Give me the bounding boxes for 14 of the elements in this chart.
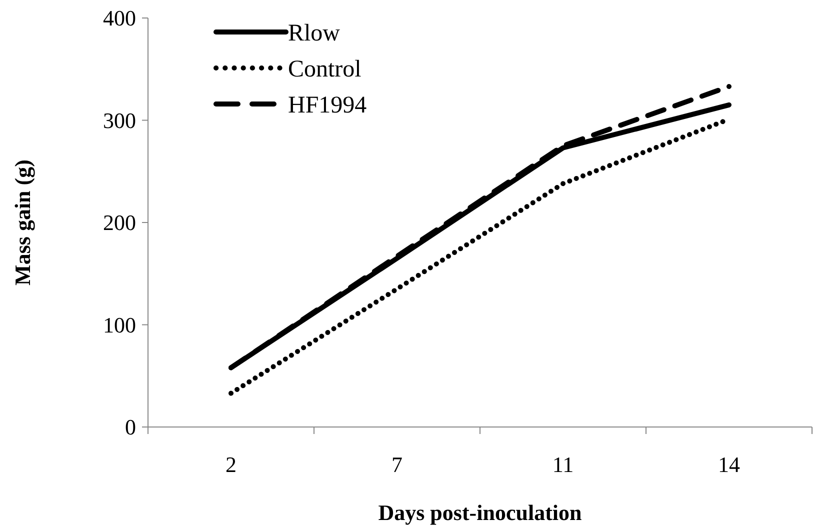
x-tick-label: 2 [226,452,236,477]
legend-label: Control [288,56,362,82]
x-tick-label: 11 [552,452,574,477]
legend-label: HF1994 [288,92,367,118]
y-tick-label: 400 [103,6,136,31]
x-tick-label: 14 [718,452,740,477]
x-axis-title: Days post-inoculation [378,500,582,525]
y-axis-title: Mass gain (g) [10,160,35,286]
y-tick-label: 200 [103,210,136,236]
x-tick-label: 7 [392,452,402,477]
y-tick-label: 300 [103,108,136,133]
y-tick-label: 100 [103,312,136,338]
y-tick-label: 0 [125,414,136,440]
legend-label: Rlow [288,20,341,46]
